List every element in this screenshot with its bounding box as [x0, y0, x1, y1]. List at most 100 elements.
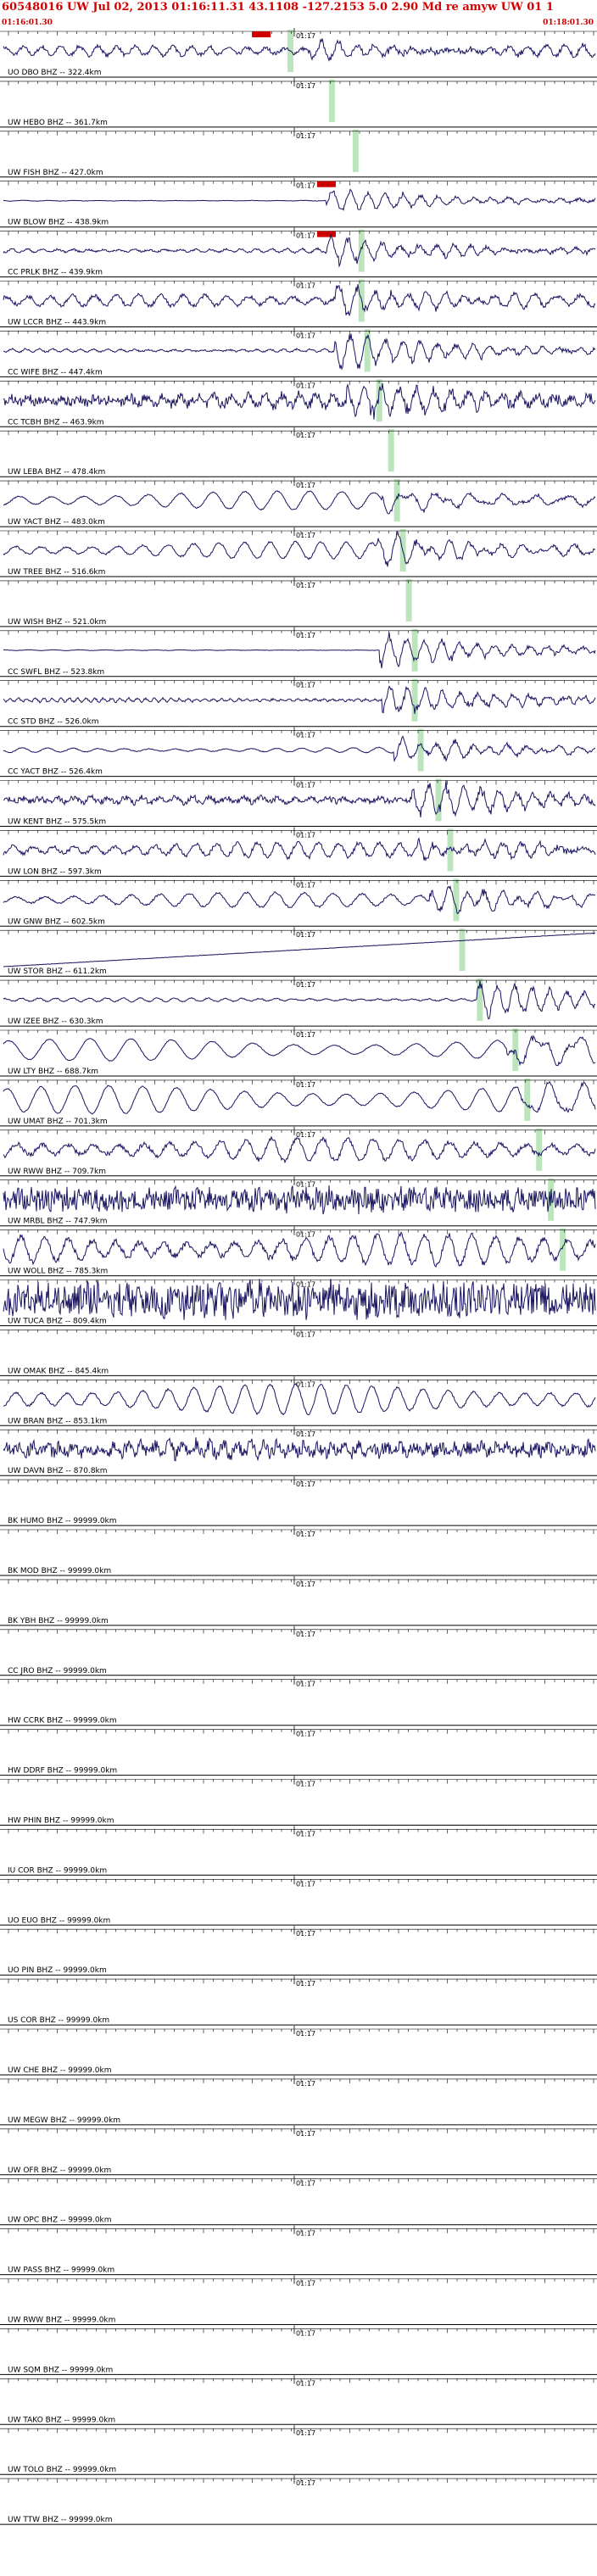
station-label: UW BRAN BHZ -- 853.1km [8, 1417, 107, 1425]
station-label: CC SWFL BHZ -- 523.8km [8, 668, 104, 677]
station-label: UW PASS BHZ -- 99999.0km [8, 2267, 114, 2275]
waveform-trace [3, 735, 596, 762]
waveform-trace [3, 1185, 596, 1215]
waveform-trace [3, 233, 596, 268]
minute-tick-label: 01:17 [296, 1081, 315, 1089]
station-label: CC TCBH BHZ -- 463.9km [8, 418, 104, 427]
minute-tick-label: 01:17 [296, 1231, 315, 1239]
station-label: HW CCRK BHZ -- 99999.0km [8, 1717, 117, 1726]
pick-marker [252, 31, 271, 37]
minute-tick-label: 01:17 [296, 782, 315, 789]
record-header: 60548016 UW Jul 02, 2013 01:16:11.31 43.… [0, 0, 597, 27]
minute-tick-label: 01:17 [296, 282, 315, 290]
phase-window [411, 628, 418, 672]
minute-tick-label: 01:17 [296, 2080, 315, 2088]
minute-tick-label: 01:17 [296, 931, 315, 939]
minute-tick-label: 01:17 [296, 632, 315, 639]
phase-window [388, 429, 394, 472]
minute-tick-label: 01:17 [296, 1330, 315, 1338]
station-label: UW LCCR BHZ -- 443.9km [8, 319, 106, 327]
minute-tick-label: 01:17 [296, 482, 315, 489]
station-label: UW MRBL BHZ -- 747.9km [8, 1218, 107, 1226]
phase-window [453, 878, 460, 922]
phase-window [358, 229, 365, 272]
station-label: HW PHIN BHZ -- 99999.0km [8, 1817, 114, 1826]
minute-tick-label: 01:17 [296, 1430, 315, 1438]
phase-window [411, 678, 418, 722]
minute-tick-label: 01:17 [296, 682, 315, 689]
station-label: UW STOR BHZ -- 611.2km [8, 967, 107, 976]
minute-tick-label: 01:17 [296, 232, 315, 240]
phase-window [536, 1128, 543, 1171]
station-label: UW OFR BHZ -- 99999.0km [8, 2166, 111, 2175]
phase-window [405, 578, 412, 622]
minute-tick-label: 01:17 [296, 881, 315, 889]
minute-tick-label: 01:17 [296, 432, 315, 439]
minute-tick-label: 01:17 [296, 1581, 315, 1588]
minute-tick-label: 01:17 [296, 2030, 315, 2038]
phase-window [560, 1228, 566, 1271]
minute-tick-label: 01:17 [296, 1830, 315, 1837]
waveform-trace [3, 932, 595, 967]
minute-tick-label: 01:17 [296, 1930, 315, 1938]
station-label: UW TAKO BHZ -- 99999.0km [8, 2416, 115, 2424]
station-label: BK HUMO BHZ -- 99999.0km [8, 1517, 117, 1525]
waveform-trace [3, 980, 596, 1020]
minute-tick-label: 01:17 [296, 1131, 315, 1139]
minute-tick-label: 01:17 [296, 2479, 315, 2487]
waveform-trace [3, 1279, 596, 1320]
phase-window [512, 1029, 519, 1071]
minute-tick-label: 01:17 [296, 1031, 315, 1039]
minute-tick-label: 01:17 [296, 981, 315, 989]
minute-tick-label: 01:17 [296, 2379, 315, 2387]
minute-tick-label: 01:17 [296, 582, 315, 589]
waveform-trace [3, 1034, 596, 1067]
waveform-trace [3, 1230, 596, 1268]
minute-tick-label: 01:17 [296, 2180, 315, 2188]
station-label: UW LON BHZ -- 597.3km [8, 867, 102, 876]
station-label: UW IZEE BHZ -- 630.3km [8, 1018, 103, 1026]
waveform-trace [3, 1135, 596, 1164]
station-label: UW TOLO BHZ -- 99999.0km [8, 2466, 116, 2474]
station-label: IU COR BHZ -- 99999.0km [8, 1866, 107, 1875]
minute-tick-label: 01:17 [296, 732, 315, 739]
station-label: BK MOD BHZ -- 99999.0km [8, 1567, 111, 1575]
station-label: UW BLOW BHZ -- 438.9km [8, 219, 109, 227]
minute-tick-label: 01:17 [296, 2230, 315, 2238]
minute-tick-label: 01:17 [296, 831, 315, 839]
phase-window [376, 379, 382, 422]
waveform-trace [3, 837, 596, 862]
minute-tick-label: 01:17 [296, 182, 315, 190]
minute-tick-label: 01:17 [296, 532, 315, 539]
station-label: UO PIN BHZ -- 99999.0km [8, 1966, 107, 1975]
station-label: UW WOLL BHZ -- 785.3km [8, 1268, 108, 1276]
minute-tick-label: 01:17 [296, 1631, 315, 1638]
minute-tick-label: 01:17 [296, 1281, 315, 1289]
pick-marker [316, 181, 336, 187]
phase-window [459, 928, 466, 972]
waveform-trace [3, 780, 596, 817]
minute-tick-label: 01:17 [296, 132, 315, 140]
minute-tick-label: 01:17 [296, 2280, 315, 2288]
minute-tick-label: 01:17 [296, 1181, 315, 1189]
waveform-trace [3, 685, 596, 714]
minute-tick-label: 01:17 [296, 1980, 315, 1988]
station-label: UW TTW BHZ -- 99999.0km [8, 2516, 112, 2524]
station-label: UW FISH BHZ -- 427.0km [8, 169, 103, 177]
waveform-trace [3, 490, 596, 515]
phase-window [393, 479, 400, 522]
station-label: UW RWW BHZ -- 99999.0km [8, 2317, 115, 2325]
station-label: UW UMAT BHZ -- 701.3km [8, 1118, 108, 1126]
station-label: UW OMAK BHZ -- 845.4km [8, 1367, 109, 1375]
station-label: UO EUO BHZ -- 99999.0km [8, 1916, 110, 1925]
minute-tick-label: 01:17 [296, 382, 315, 389]
station-label: UO DBO BHZ -- 322.4km [8, 69, 102, 77]
station-label: UW MEGW BHZ -- 99999.0km [8, 2116, 120, 2125]
station-label: BK YBH BHZ -- 99999.0km [8, 1617, 109, 1625]
minute-tick-label: 01:17 [296, 1480, 315, 1488]
waveform-trace [3, 284, 596, 317]
phase-window [417, 728, 424, 772]
phase-window [364, 329, 371, 372]
waveform-trace [3, 1080, 596, 1115]
minute-tick-label: 01:17 [296, 82, 315, 90]
